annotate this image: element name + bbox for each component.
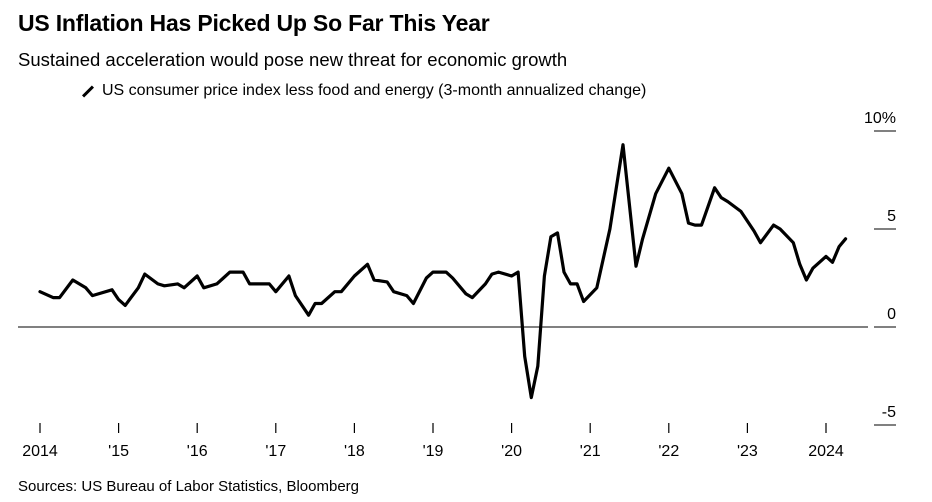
x-tick-label: '23 bbox=[737, 443, 758, 460]
legend: US consumer price index less food and en… bbox=[80, 82, 646, 100]
axes: 10% 5 0 -5 2014 '15 '16 '17 '18 '19 '20 '21 '22 '23 20… bbox=[18, 110, 896, 460]
x-tick-label: 2024 bbox=[808, 443, 844, 460]
y-tick-label: 10% bbox=[864, 110, 896, 127]
x-tick-label: '17 bbox=[265, 443, 286, 460]
x-tick-label: '18 bbox=[344, 443, 365, 460]
chart-title: US Inflation Has Picked Up So Far This Y… bbox=[18, 10, 490, 36]
x-tick-label: '15 bbox=[108, 443, 129, 460]
x-tick-label: '22 bbox=[658, 443, 679, 460]
x-tick-label: '20 bbox=[501, 443, 522, 460]
series-layer bbox=[38, 143, 848, 400]
y-tick-label: 0 bbox=[887, 306, 896, 323]
series-line-0 bbox=[38, 143, 848, 400]
chart-subtitle: Sustained acceleration would pose new th… bbox=[18, 49, 568, 70]
y-tick-label: -5 bbox=[882, 404, 896, 421]
x-tick-label: '19 bbox=[423, 443, 444, 460]
y-tick-label: 5 bbox=[887, 208, 896, 225]
source-note: Sources: US Bureau of Labor Statistics, … bbox=[18, 478, 360, 495]
x-tick-label: '16 bbox=[187, 443, 208, 460]
x-tick-label: 2014 bbox=[22, 443, 58, 460]
x-tick-label: '21 bbox=[580, 443, 601, 460]
legend-label: US consumer price index less food and en… bbox=[102, 82, 647, 99]
